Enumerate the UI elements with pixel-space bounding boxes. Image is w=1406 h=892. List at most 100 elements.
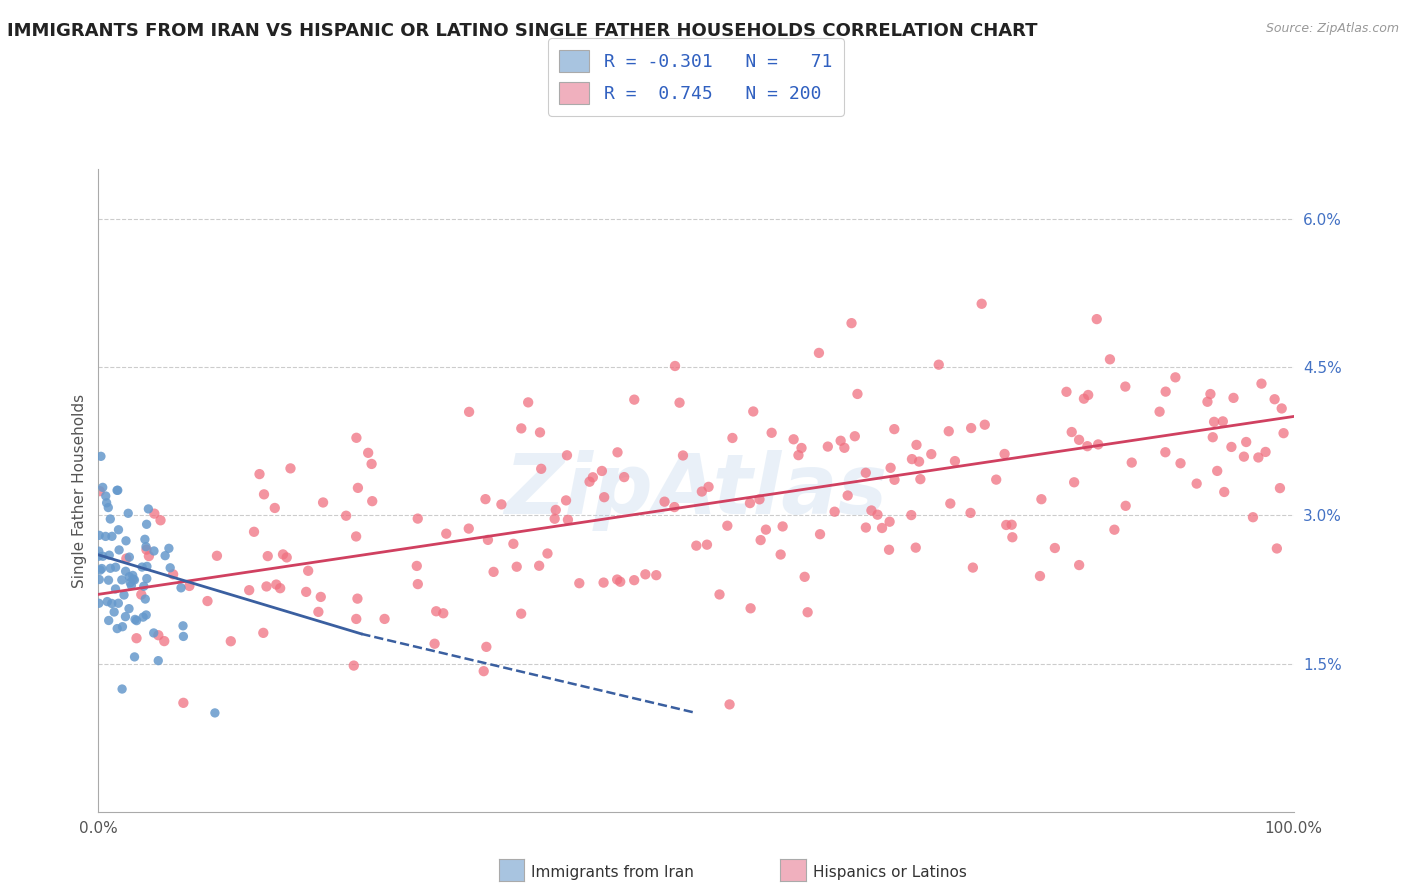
Point: [197, 594, 219, 608]
Point: [761, 425, 783, 440]
Point: [148, 628, 170, 642]
Point: [97, 614, 120, 628]
Point: [100, 597, 122, 611]
Point: [135, 559, 157, 574]
Point: [993, 447, 1015, 461]
Point: [120, 575, 142, 590]
Point: [1056, 384, 1078, 399]
Point: [1185, 476, 1208, 491]
Point: [101, 529, 124, 543]
Point: [118, 550, 141, 565]
Point: [172, 629, 194, 643]
Point: [89, 484, 111, 499]
Point: [808, 527, 831, 541]
Point: [361, 494, 384, 508]
Point: [1043, 541, 1066, 555]
Point: [114, 609, 136, 624]
Point: [772, 519, 794, 533]
Point: [343, 658, 366, 673]
Point: [645, 568, 668, 582]
Point: [709, 587, 731, 601]
Point: [883, 473, 905, 487]
Point: [939, 497, 962, 511]
Point: [309, 590, 332, 604]
Point: [344, 431, 367, 445]
Point: [1063, 475, 1085, 490]
Point: [555, 493, 578, 508]
Point: [1206, 464, 1229, 478]
Point: [112, 588, 135, 602]
Point: [425, 604, 447, 618]
Point: [879, 515, 901, 529]
Point: [928, 358, 950, 372]
Point: [769, 548, 792, 562]
Point: [253, 487, 276, 501]
Point: [96, 594, 118, 608]
Point: [738, 496, 761, 510]
Point: [830, 434, 852, 448]
Point: [98, 548, 121, 562]
Point: [457, 522, 479, 536]
Point: [162, 567, 184, 582]
Point: [529, 425, 551, 440]
Text: Immigrants from Iran: Immigrants from Iran: [531, 865, 695, 880]
Point: [1272, 426, 1295, 441]
Point: [901, 452, 924, 467]
Point: [970, 297, 993, 311]
Text: Hispanics or Latinos: Hispanics or Latinos: [813, 865, 966, 880]
Point: [1202, 415, 1225, 429]
Point: [374, 612, 396, 626]
Point: [904, 541, 927, 555]
Point: [256, 579, 278, 593]
Point: [134, 592, 156, 607]
Point: [1222, 391, 1244, 405]
Point: [243, 524, 266, 539]
Point: [360, 457, 382, 471]
Point: [502, 537, 524, 551]
Point: [115, 533, 138, 548]
Point: [132, 579, 155, 593]
Point: [347, 481, 370, 495]
Point: [634, 567, 657, 582]
Point: [423, 637, 446, 651]
Point: [557, 513, 579, 527]
Point: [346, 591, 368, 606]
Point: [866, 508, 889, 522]
Point: [295, 585, 318, 599]
Point: [297, 564, 319, 578]
Point: [664, 359, 686, 373]
Point: [117, 506, 139, 520]
Point: [114, 564, 136, 578]
Point: [124, 649, 146, 664]
Point: [1076, 439, 1098, 453]
Point: [97, 573, 120, 587]
Point: [544, 503, 567, 517]
Point: [900, 508, 922, 522]
Point: [986, 473, 1008, 487]
Text: IMMIGRANTS FROM IRAN VS HISPANIC OR LATINO SINGLE FATHER HOUSEHOLDS CORRELATION : IMMIGRANTS FROM IRAN VS HISPANIC OR LATI…: [7, 22, 1038, 40]
Point: [1220, 440, 1243, 454]
Point: [118, 570, 141, 584]
Point: [134, 533, 156, 547]
Point: [1250, 376, 1272, 391]
Point: [817, 440, 839, 454]
Point: [1085, 312, 1108, 326]
Point: [834, 441, 856, 455]
Point: [252, 625, 274, 640]
Point: [1001, 530, 1024, 544]
Point: [122, 572, 145, 586]
Point: [1073, 392, 1095, 406]
Point: [135, 607, 157, 622]
Point: [1170, 456, 1192, 470]
Point: [477, 533, 499, 547]
Point: [685, 539, 707, 553]
Point: [89, 528, 111, 542]
Point: [1247, 450, 1270, 465]
Point: [959, 506, 981, 520]
Point: [104, 560, 127, 574]
Point: [1069, 558, 1091, 572]
Point: [555, 448, 578, 462]
Point: [1197, 394, 1219, 409]
Point: [115, 551, 138, 566]
Point: [124, 612, 146, 626]
